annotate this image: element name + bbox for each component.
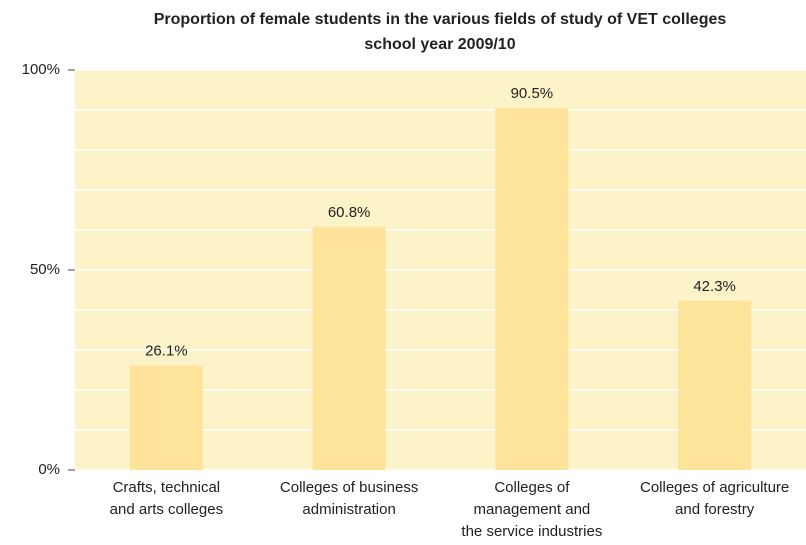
x-tick-label: Crafts, technical and arts colleges (110, 479, 223, 518)
bar (678, 300, 752, 470)
y-tick-label: 0% (38, 461, 60, 478)
y-tick-label: 50% (30, 261, 60, 278)
y-tick-label: 100% (22, 61, 60, 78)
x-tick-label: Colleges of management and the service ind… (461, 479, 602, 540)
bar (312, 226, 386, 470)
value-label: 26.1% (145, 343, 188, 360)
value-label: 90.5% (511, 85, 554, 102)
x-tick-label: Colleges of agriculture and forestry (640, 479, 789, 518)
chart-subtitle: school year 2009/10 (364, 36, 515, 53)
bar (495, 108, 569, 470)
value-label: 60.8% (328, 204, 371, 221)
chart-title: Proportion of female students in the var… (154, 11, 727, 28)
value-label: 42.3% (693, 278, 736, 295)
bar (129, 365, 203, 470)
x-tick-label: Colleges of business administration (280, 479, 418, 518)
